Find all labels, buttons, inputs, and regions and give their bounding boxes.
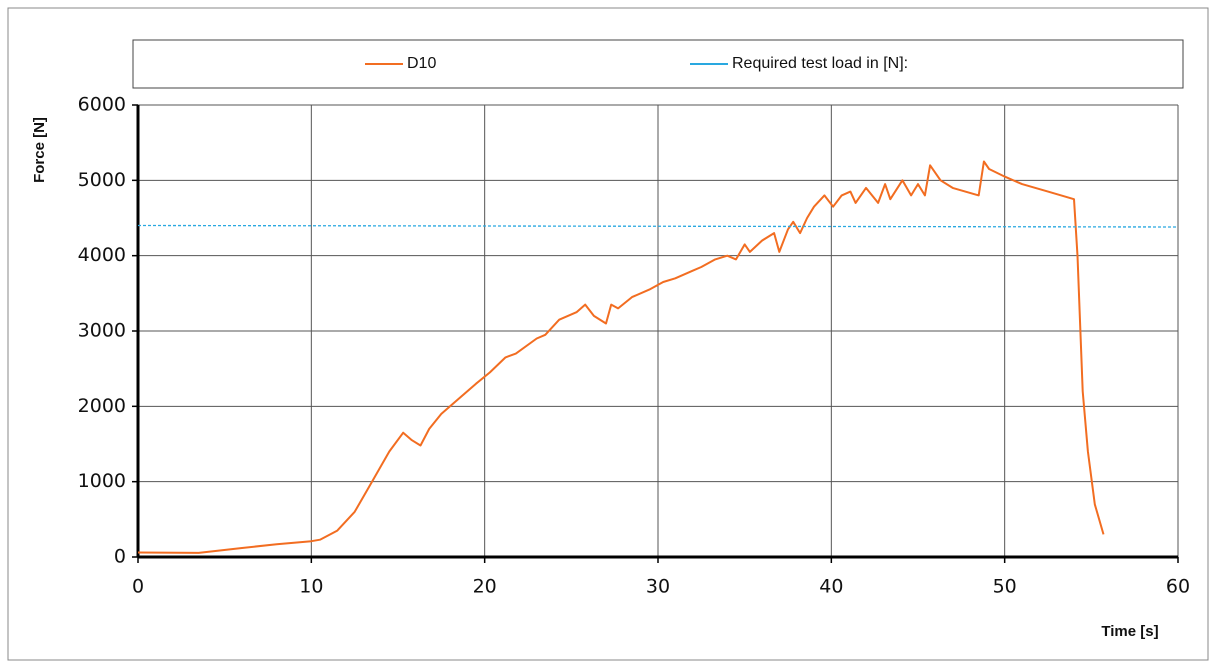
legend-label: D10 [407,55,436,72]
data-line [137,160,1105,554]
y-tick-label: 2000 [78,395,126,417]
y-tick-label: 4000 [78,244,126,266]
y-axis-title: Force [N] [31,117,48,183]
x-tick-label: 50 [993,576,1017,598]
x-tick-label: 40 [819,576,843,598]
y-tick-label: 1000 [78,470,126,492]
y-tick-label: 0 [114,546,126,568]
x-tick-label: 0 [132,576,144,598]
legend-label: Required test load in [N]: [732,55,908,72]
x-tick-label: 10 [299,576,323,598]
data-line [137,224,1179,228]
frame [7,7,1209,661]
x-tick-label: 30 [646,576,670,598]
legend-box [132,39,1184,89]
x-axis-title: Time [s] [1101,623,1158,640]
x-tick-label: 20 [473,576,497,598]
y-tick-label: 3000 [78,320,126,342]
y-tick-label: 5000 [78,169,126,191]
x-tick-label: 60 [1166,576,1190,598]
y-tick-label: 6000 [78,94,126,116]
